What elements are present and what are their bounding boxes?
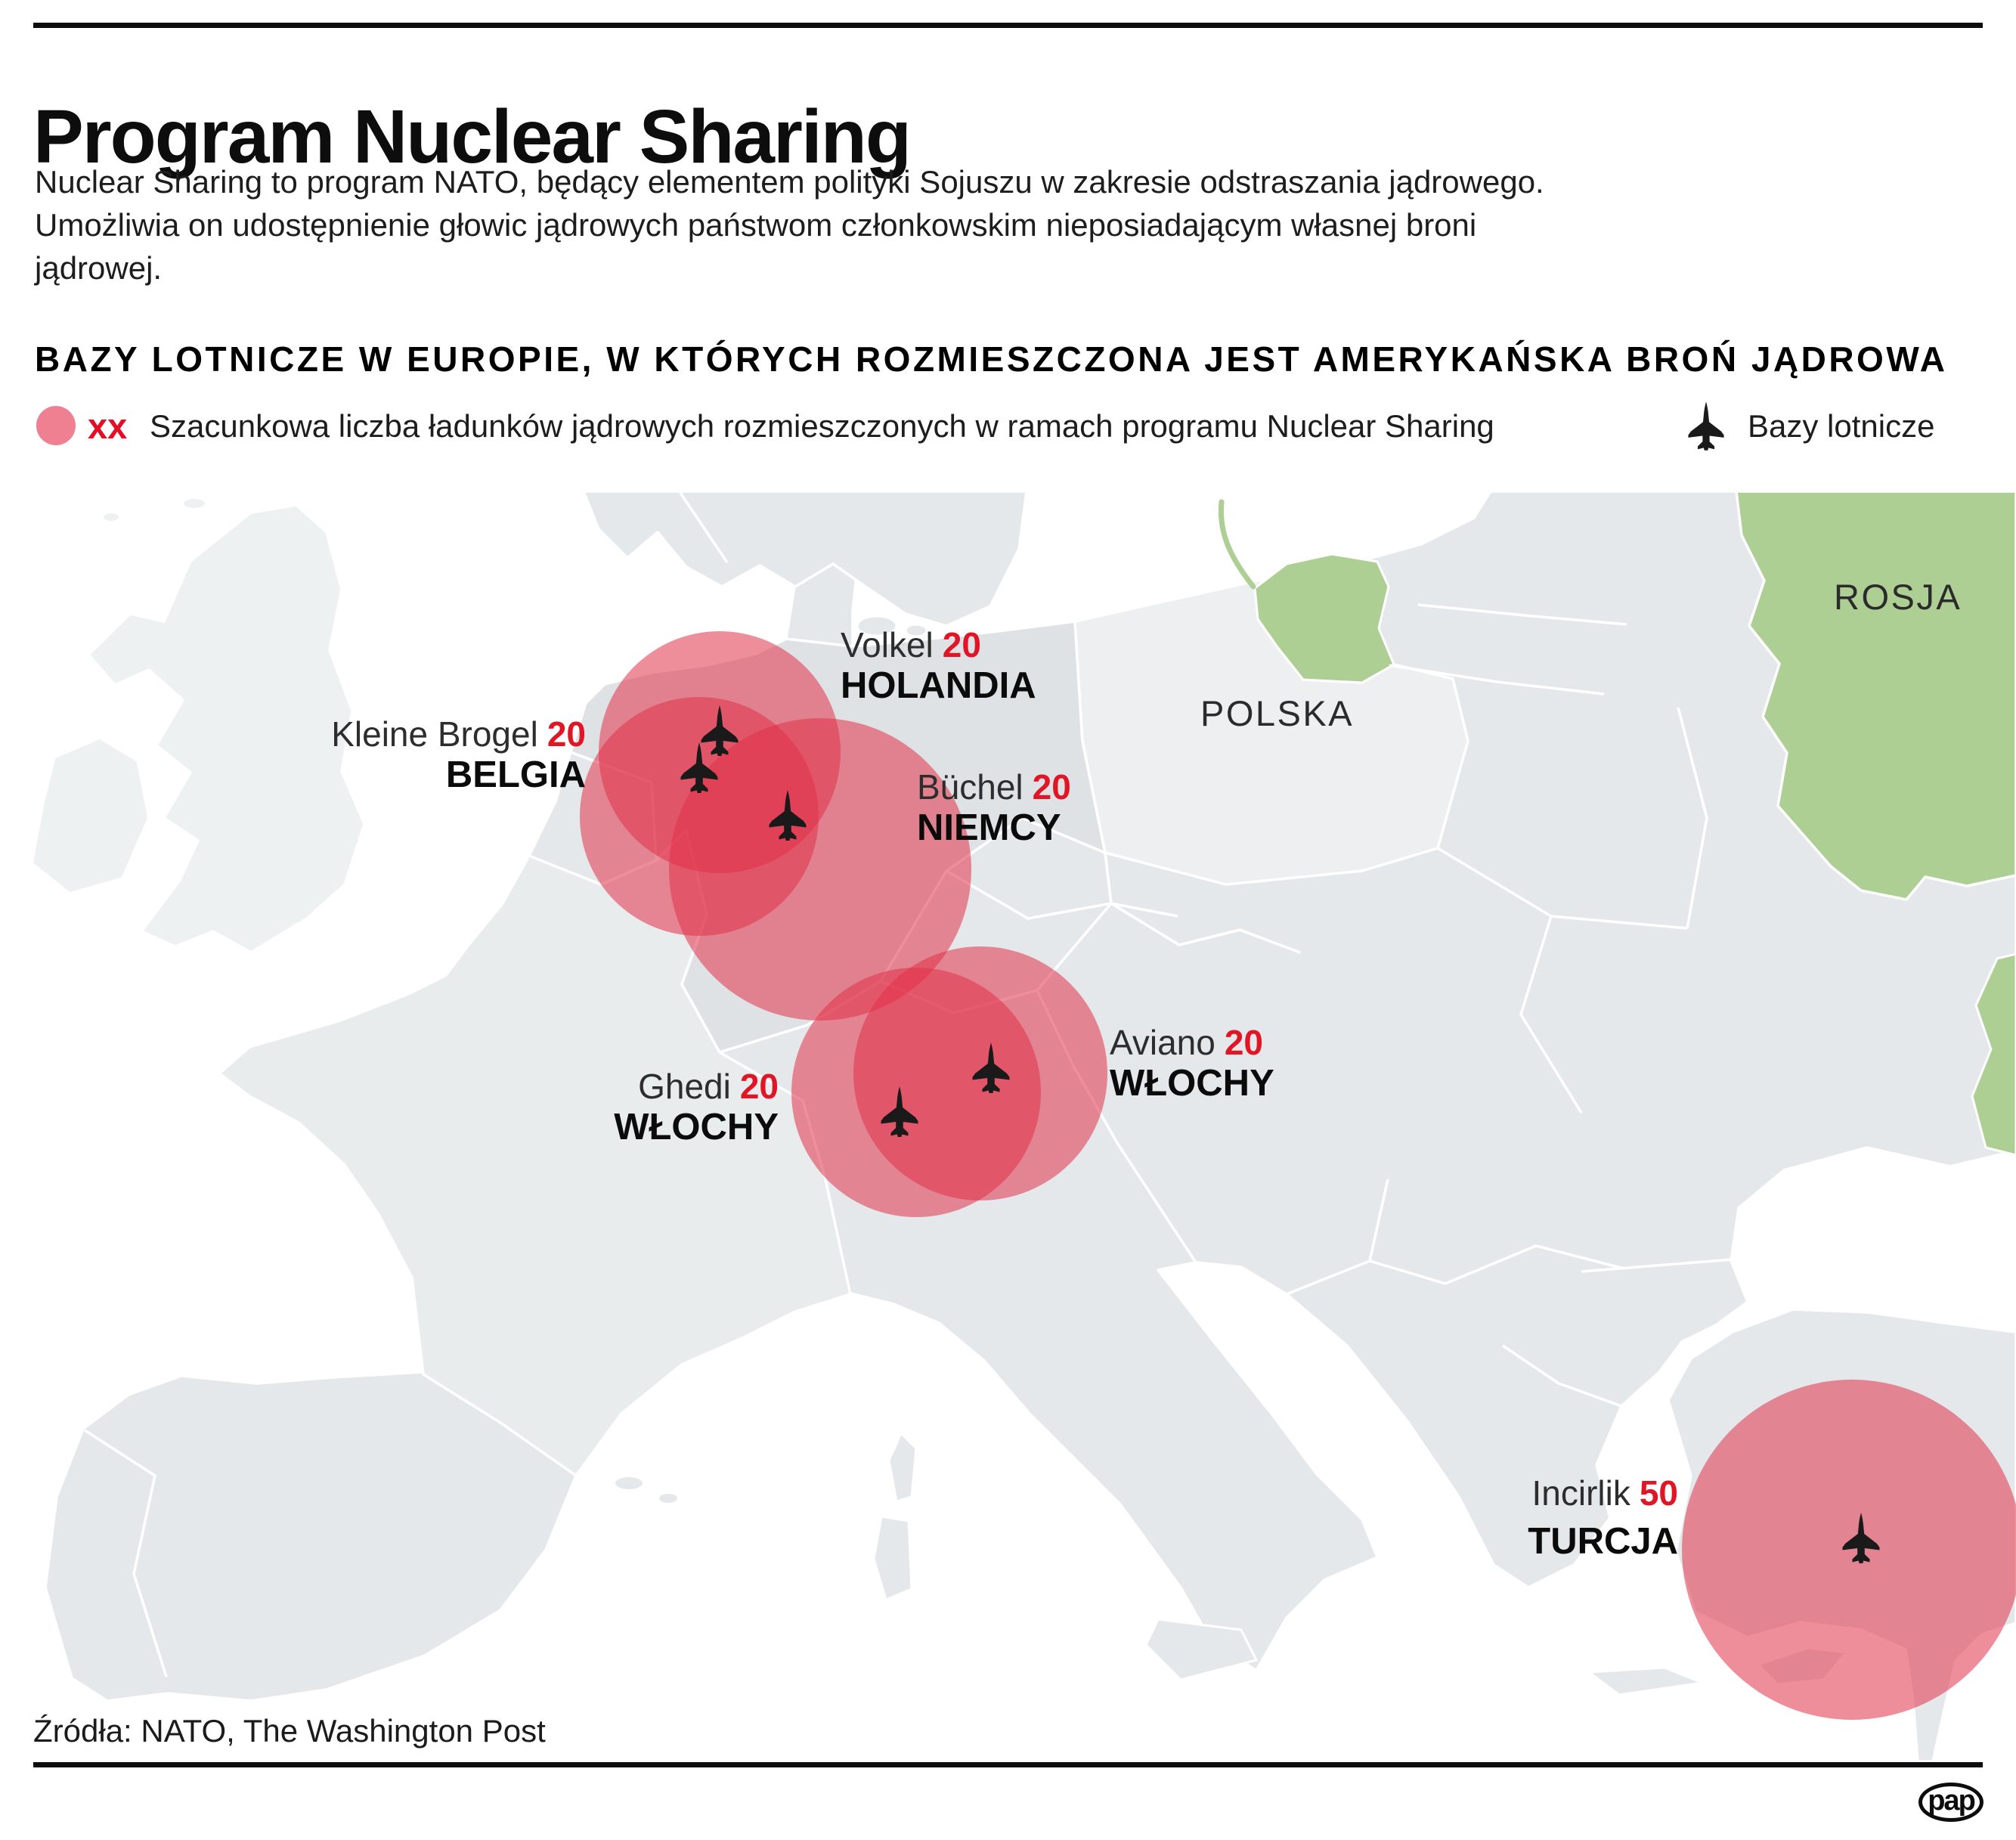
warhead-count: 20 bbox=[547, 714, 586, 754]
balearic-island bbox=[615, 1477, 643, 1489]
base-name: Ghedi bbox=[638, 1067, 731, 1106]
bottom-divider bbox=[33, 1762, 1983, 1767]
legend-count-symbol: xx bbox=[88, 406, 128, 446]
base-label-volkel: Volkel 20 HOLANDIA bbox=[841, 624, 1036, 706]
danish-island bbox=[904, 623, 928, 638]
source-credit: Źródła: NATO, The Washington Post bbox=[33, 1713, 546, 1749]
base-country: WŁOCHY bbox=[614, 1107, 779, 1148]
curonian-spit bbox=[1218, 499, 1256, 590]
base-country: BELGIA bbox=[445, 754, 586, 795]
danish-island bbox=[856, 615, 898, 637]
radius-circle-incirlik bbox=[1682, 1380, 2016, 1720]
base-name: Volkel bbox=[841, 625, 934, 664]
crete-island bbox=[1585, 1666, 1707, 1696]
radius-circle-ghedi bbox=[791, 968, 1041, 1217]
base-country: WŁOCHY bbox=[1110, 1063, 1274, 1104]
intro-paragraph-line-1: Nuclear Sharing to program NATO, będący … bbox=[35, 164, 1544, 200]
warhead-count: 20 bbox=[1032, 767, 1071, 807]
balearic-island bbox=[659, 1494, 677, 1503]
corsica-island bbox=[887, 1431, 918, 1503]
base-label-buchel: Büchel 20 NIEMCY bbox=[917, 767, 1071, 848]
russia-region bbox=[1735, 490, 2016, 901]
base-country: NIEMCY bbox=[917, 807, 1061, 848]
fighter-jet-icon bbox=[1687, 400, 1725, 455]
base-name: Aviano bbox=[1110, 1023, 1215, 1062]
intro-paragraph-line-3: jądrowej. bbox=[35, 250, 163, 286]
legend-warhead-circle-icon bbox=[36, 406, 76, 445]
great-britain-landmass bbox=[87, 503, 366, 954]
sicily-island bbox=[1144, 1618, 1259, 1681]
base-name: Incirlik bbox=[1531, 1473, 1630, 1513]
radius-circle-buchel bbox=[669, 718, 971, 1021]
europe-map bbox=[0, 490, 2016, 1763]
country-label-russia: ROSJA bbox=[1834, 577, 1962, 617]
north-atlantic-island bbox=[184, 499, 205, 508]
ireland-landmass bbox=[30, 736, 150, 895]
base-label-incirlik: Incirlik 50 TURCJA bbox=[1528, 1473, 1678, 1562]
map-subtitle: BAZY LOTNICZE W EUROPIE, W KTÓRYCH ROZMI… bbox=[35, 339, 1948, 379]
warhead-count: 20 bbox=[1224, 1023, 1263, 1062]
legend-count-description: Szacunkowa liczba ładunków jądrowych roz… bbox=[150, 408, 1494, 444]
base-label-aviano: Aviano 20 WŁOCHY bbox=[1110, 1022, 1274, 1104]
base-country: HOLANDIA bbox=[841, 665, 1036, 706]
base-label-kleine-brogel: Kleine Brogel 20 BELGIA bbox=[331, 714, 586, 795]
sardinia-island bbox=[872, 1515, 913, 1602]
caucasus-green-region bbox=[1971, 953, 2016, 1157]
kaliningrad-region bbox=[1253, 553, 1395, 684]
base-label-ghedi: Ghedi 20 WŁOCHY bbox=[614, 1066, 779, 1148]
country-label-poland: POLSKA bbox=[1200, 693, 1355, 733]
top-divider bbox=[33, 23, 1983, 28]
intro-paragraph-line-2: Umożliwia on udostępnienie głowic jądrow… bbox=[35, 207, 1477, 243]
pap-agency-logo: pap bbox=[1918, 1783, 1983, 1822]
page-title: Program Nuclear Sharing bbox=[33, 94, 912, 179]
warhead-count: 20 bbox=[739, 1067, 779, 1106]
scandinavia-landmass bbox=[582, 490, 1028, 627]
north-atlantic-island bbox=[104, 513, 119, 521]
warhead-count: 20 bbox=[942, 625, 981, 664]
base-country: TURCJA bbox=[1528, 1521, 1678, 1562]
base-name: Büchel bbox=[917, 767, 1023, 807]
warhead-count: 50 bbox=[1639, 1473, 1678, 1513]
base-name: Kleine Brogel bbox=[331, 714, 538, 754]
legend-bases-label: Bazy lotnicze bbox=[1748, 408, 1935, 444]
